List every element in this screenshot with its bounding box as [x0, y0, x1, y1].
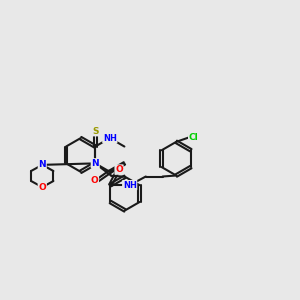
Text: S: S: [92, 127, 98, 136]
Text: NH: NH: [103, 134, 117, 142]
Text: O: O: [38, 183, 46, 192]
Text: Cl: Cl: [189, 133, 199, 142]
Text: N: N: [38, 160, 46, 169]
Text: O: O: [115, 165, 123, 174]
Text: O: O: [91, 176, 98, 185]
Text: N: N: [92, 159, 99, 168]
Text: NH: NH: [123, 181, 136, 190]
